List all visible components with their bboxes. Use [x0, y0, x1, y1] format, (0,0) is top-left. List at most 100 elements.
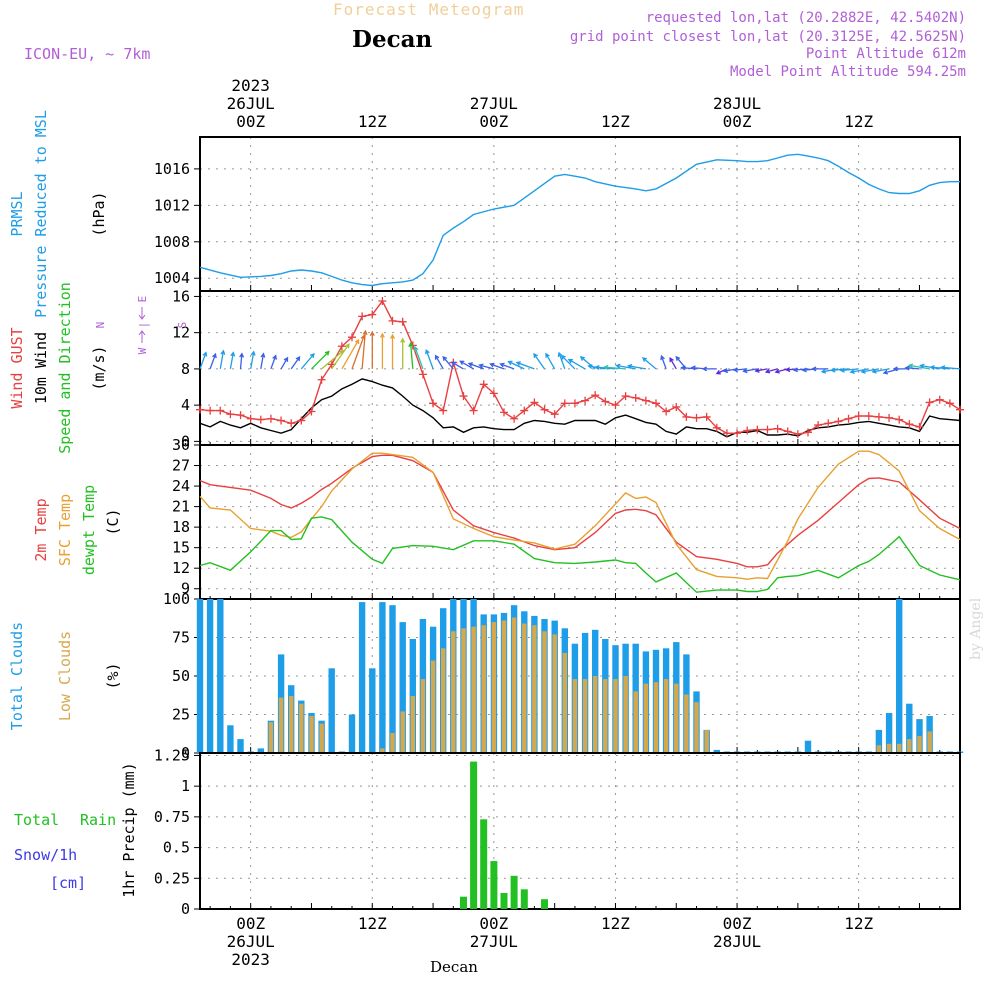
bar-total-clouds — [896, 599, 903, 753]
compass-w: W — [136, 347, 149, 354]
location-title: Decan — [352, 26, 433, 53]
top-time-label: 00Z — [723, 112, 752, 131]
y-tick-label: 75 — [172, 629, 190, 647]
gust-marker — [591, 391, 600, 400]
bar-rain — [490, 861, 498, 909]
gust-marker — [540, 405, 549, 414]
y-tick-label: 1012 — [154, 196, 190, 214]
compass-e: E — [136, 296, 149, 303]
wind-direction-arrow — [641, 357, 657, 370]
top-time-label: 12Z — [844, 112, 873, 131]
y-tick-label: 4 — [181, 396, 190, 414]
bar-total-clouds — [227, 725, 234, 753]
gust-marker — [702, 412, 711, 421]
wind-direction-arrow — [669, 357, 677, 370]
panel-clouds: 0 25 50 75 100 — [163, 590, 964, 762]
bar-rain — [470, 761, 478, 909]
gust-marker — [388, 316, 397, 325]
panel-frame — [199, 444, 961, 600]
label-1hr-precip: 1hr Precip (mm) — [120, 762, 138, 897]
gust-marker — [733, 429, 742, 438]
gust-marker — [905, 420, 914, 429]
gust-marker — [510, 414, 519, 423]
top-time-label: 12Z — [601, 112, 630, 131]
bar-low-clouds — [653, 682, 659, 753]
gust-marker — [915, 422, 924, 431]
gust-marker — [550, 410, 559, 419]
gust-marker — [712, 423, 721, 432]
label-cm: [cm] — [50, 874, 86, 892]
gust-marker — [297, 416, 306, 425]
bar-low-clouds — [684, 694, 689, 753]
gust-marker — [266, 414, 275, 423]
wind-direction-arrow — [929, 365, 950, 371]
bar-rain — [480, 819, 488, 909]
panel-frame — [199, 290, 961, 446]
bar-low-clouds — [289, 696, 294, 753]
wind-direction-arrow — [311, 350, 330, 370]
gust-marker — [246, 414, 255, 423]
gust-marker — [935, 395, 944, 404]
label-sfc-temp: SFC Temp — [56, 494, 74, 566]
label-total: Total — [14, 811, 59, 829]
wind-direction-arrow — [701, 366, 717, 372]
bar-low-clouds — [603, 679, 608, 753]
gust-marker — [874, 412, 883, 421]
wind-direction-arrow — [239, 352, 245, 369]
panel-temperature: 9 12 15 18 21 24 27 30 — [172, 436, 961, 600]
gust-marker — [358, 312, 367, 321]
gust-marker — [418, 370, 427, 379]
bottom-time-label: 00Z — [723, 914, 752, 933]
wind-direction-arrow — [732, 367, 748, 373]
wind-direction-arrow — [250, 350, 256, 370]
gust-marker — [895, 415, 904, 424]
wind-direction-arrow — [478, 363, 495, 370]
y-tick-label: 24 — [172, 477, 190, 495]
top-time-label: 00Z — [236, 112, 265, 131]
wind-direction-arrow — [567, 358, 586, 370]
wind-direction-arrow — [300, 352, 315, 370]
wind-direction-arrow — [425, 348, 434, 370]
bar-low-clouds — [907, 739, 912, 753]
wind-direction-arrow — [209, 352, 217, 370]
y-tick-label: 1 — [181, 777, 190, 795]
gust-marker — [682, 412, 691, 421]
label-total-clouds: Total Clouds — [8, 622, 26, 730]
compass-s: S — [176, 322, 189, 329]
gust-marker — [216, 406, 225, 415]
label-rain: Rain — [80, 811, 116, 829]
bar-low-clouds — [582, 679, 588, 753]
wind-direction-arrow — [413, 345, 424, 370]
y-tick-label: 100 — [163, 590, 190, 608]
bar-low-clouds — [917, 736, 922, 753]
wind-direction-arrow — [369, 330, 375, 369]
label-prmsl: PRMSL — [8, 191, 26, 236]
y-tick-label: 0.5 — [163, 839, 190, 857]
wind-direction-arrow — [260, 352, 266, 370]
bar-low-clouds — [643, 683, 649, 753]
top-time-label: 2023 — [231, 76, 270, 95]
bar-low-clouds — [319, 723, 324, 753]
gust-marker — [621, 392, 630, 401]
gust-marker — [824, 419, 833, 428]
bar-low-clouds — [278, 697, 284, 753]
bar-low-clouds — [390, 733, 395, 753]
wind-direction-arrow — [400, 337, 406, 369]
bar-low-clouds — [380, 748, 385, 753]
bar-low-clouds — [593, 676, 598, 753]
label-10m-wind: 10m Wind — [32, 332, 50, 404]
wind-direction-arrow — [907, 363, 930, 370]
gust-marker — [317, 375, 326, 384]
wind-direction-arrow — [882, 368, 900, 375]
y-tick-label: 21 — [172, 498, 190, 516]
bar-low-clouds — [511, 617, 517, 753]
gust-marker — [925, 398, 934, 407]
label-wind-gust: Wind GUST — [8, 327, 26, 408]
y-tick-label: 1.25 — [154, 746, 190, 764]
gust-marker — [337, 342, 346, 351]
wind-direction-arrow — [219, 349, 226, 370]
chart-title: Forecast Meteogram — [333, 0, 525, 19]
bar-total-clouds — [369, 668, 376, 753]
bar-total-clouds — [804, 740, 812, 753]
bar-rain — [460, 896, 467, 909]
